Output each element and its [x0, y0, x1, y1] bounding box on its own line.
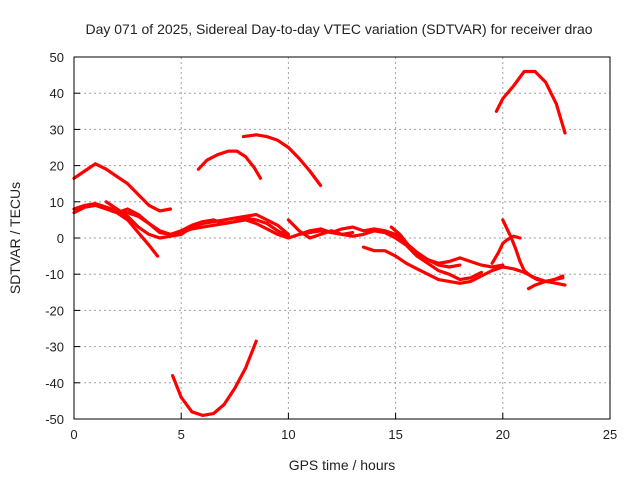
x-tick-label: 0: [70, 427, 77, 442]
series-arc-o: [501, 218, 565, 283]
y-tick-label: -30: [45, 340, 64, 355]
series-arc-m: [389, 225, 462, 269]
series-arc-g: [104, 200, 290, 240]
series-arc-l: [361, 245, 505, 285]
data-series: [72, 69, 567, 417]
y-axis-label: SDTVAR / TECUs: [7, 182, 23, 294]
series-arc-p: [501, 265, 567, 287]
x-tick-label: 15: [388, 427, 402, 442]
y-tick-label: 20: [50, 159, 64, 174]
plot-frame: [73, 56, 611, 420]
y-tick-label: 10: [50, 195, 64, 210]
tick-labels: 0 5 10 15 20 25 -50 -40 -30 -20 -10 0 10 20 30 40 50: [45, 50, 617, 442]
series-arc-b: [196, 149, 263, 180]
x-tick-label: 20: [496, 427, 510, 442]
series-arc-d: [494, 69, 567, 135]
series-arc-k: [286, 218, 483, 282]
series-arc-a: [72, 162, 173, 213]
series-arc-n: [490, 234, 522, 265]
x-tick-label: 5: [178, 427, 185, 442]
y-tick-label: -40: [45, 376, 64, 391]
y-tick-label: -50: [45, 412, 64, 427]
x-tick-label: 25: [603, 427, 617, 442]
grid-lines: [73, 56, 611, 420]
series-arc-q: [526, 276, 565, 291]
series-arc-c: [241, 133, 323, 188]
y-tick-label: -10: [45, 267, 64, 282]
series-arc-i: [115, 207, 290, 238]
x-tick-label: 10: [281, 427, 295, 442]
y-tick-label: 50: [50, 50, 64, 65]
y-tick-label: 0: [57, 231, 64, 246]
y-tick-label: 30: [50, 122, 64, 137]
series-arc-e: [171, 339, 258, 417]
chart-title: Day 071 of 2025, Sidereal Day-to-day VTE…: [85, 21, 592, 37]
x-axis-label: GPS time / hours: [289, 457, 396, 473]
y-tick-label: -20: [45, 303, 64, 318]
y-tick-label: 40: [50, 86, 64, 101]
